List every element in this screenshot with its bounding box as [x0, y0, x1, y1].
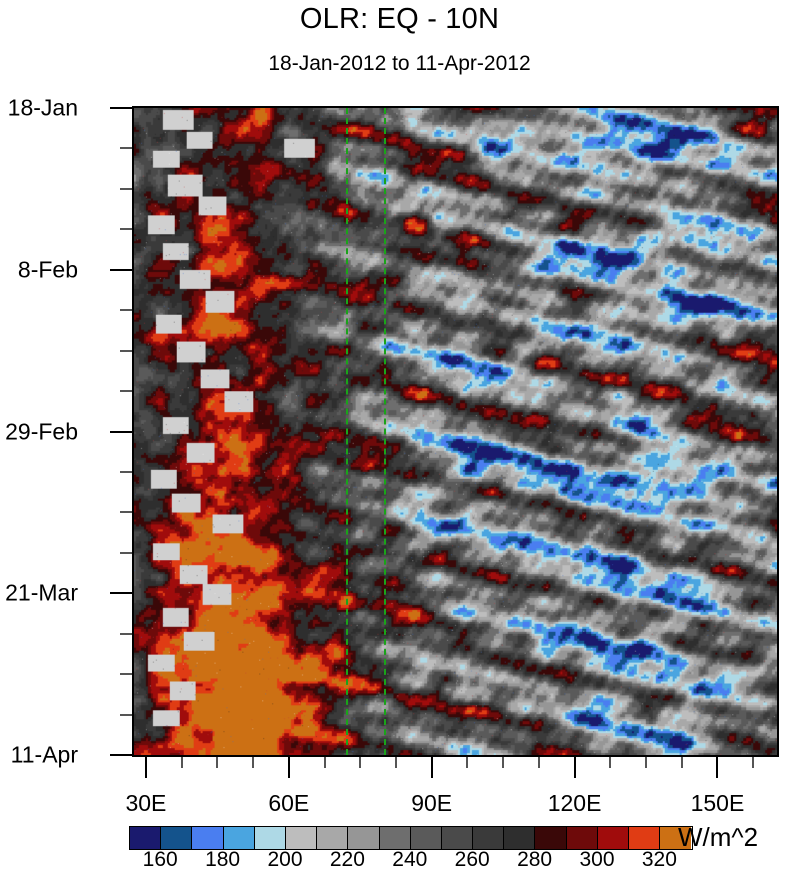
colorbar-swatch[interactable] — [566, 827, 598, 849]
y-axis-major-tick — [110, 268, 132, 271]
x-axis-minor-tick — [323, 757, 326, 768]
y-axis-tick-label: 29-Feb — [5, 418, 78, 444]
y-axis-tick-label: 11-Apr — [10, 741, 78, 768]
x-axis-tick-label: 150E — [690, 790, 745, 816]
date-range-subtitle: 18-Jan-2012 to 11-Apr-2012 — [268, 52, 531, 75]
colorbar-swatch[interactable] — [254, 827, 286, 849]
y-axis-major-tick — [110, 430, 132, 433]
y-axis-minor-tick — [120, 309, 132, 312]
x-axis-minor-tick — [216, 757, 219, 768]
y-axis-minor-tick — [120, 390, 132, 393]
x-axis-minor-tick — [502, 757, 505, 768]
colorbar[interactable]: 160 180 200 220 240 260 280 300 320 W/m^2 — [0, 822, 799, 871]
colorbar-tick-label: 220 — [329, 848, 365, 871]
olr-contour-field — [134, 108, 777, 755]
y-axis-minor-tick — [120, 228, 132, 231]
colorbar-tick-label: 160 — [142, 848, 178, 871]
colorbar-tick-label: 200 — [267, 848, 303, 871]
x-axis-major-tick — [430, 757, 433, 778]
page-title: OLR: EQ - 10N — [299, 3, 500, 35]
x-axis-tick-label: 90E — [411, 790, 453, 816]
colorbar-tick-label: 280 — [517, 848, 553, 871]
colorbar-tick-label: 320 — [641, 848, 677, 871]
y-axis-minor-tick — [120, 511, 132, 514]
y-axis-tick-label: 8-Feb — [17, 256, 78, 283]
x-axis-major-tick — [144, 757, 147, 778]
colorbar-swatch[interactable] — [597, 827, 629, 849]
colorbar-tick-label: 240 — [392, 848, 428, 871]
colorbar-swatch[interactable] — [535, 827, 567, 849]
colorbar-tick-label: 260 — [454, 848, 490, 871]
y-axis-minor-tick — [120, 349, 132, 352]
y-axis-minor-tick — [120, 187, 132, 190]
y-axis-minor-tick — [120, 713, 132, 716]
colorbar-swatch[interactable] — [379, 827, 411, 849]
colorbar-swatch[interactable] — [504, 827, 536, 849]
x-axis-minor-tick — [680, 757, 683, 768]
colorbar-swatch[interactable] — [192, 827, 224, 849]
green-dashed-line-west — [345, 108, 348, 755]
colorbar-tick-labels: 160 180 200 220 240 260 280 300 320 — [129, 848, 691, 871]
colorbar-swatch[interactable] — [473, 827, 505, 849]
y-axis-tick-label: 21-Mar — [5, 579, 78, 606]
x-axis-minor-tick — [466, 757, 469, 768]
x-axis-minor-tick — [359, 757, 362, 768]
y-axis-minor-tick — [120, 147, 132, 150]
y-axis: 18-Jan 8-Feb 29-Feb 21-Mar 11-Apr — [0, 0, 132, 869]
x-axis-minor-tick — [752, 757, 755, 768]
colorbar-swatches[interactable] — [129, 826, 693, 850]
colorbar-swatch[interactable] — [410, 827, 442, 849]
x-axis-minor-tick — [394, 757, 397, 768]
x-axis-major-tick — [573, 757, 576, 778]
x-axis-minor-tick — [252, 757, 255, 768]
x-axis-tick-label: 120E — [547, 790, 602, 816]
y-axis-minor-tick — [120, 551, 132, 554]
colorbar-swatch[interactable] — [348, 827, 380, 849]
colorbar-swatch[interactable] — [130, 827, 162, 849]
colorbar-swatch[interactable] — [223, 827, 255, 849]
y-axis-tick-label: 18-Jan — [7, 94, 78, 121]
colorbar-tick-label: 180 — [205, 848, 241, 871]
x-axis-minor-tick — [537, 757, 540, 768]
colorbar-tick-label: 300 — [579, 848, 615, 871]
x-axis-tick-label: 60E — [268, 790, 310, 816]
y-axis-minor-tick — [120, 632, 132, 635]
colorbar-unit-label: W/m^2 — [678, 822, 759, 852]
x-axis-minor-tick — [180, 757, 183, 768]
x-axis-major-tick — [287, 757, 290, 778]
colorbar-swatch[interactable] — [629, 827, 661, 849]
y-axis-minor-tick — [120, 673, 132, 676]
x-axis-minor-tick — [645, 757, 648, 768]
colorbar-swatch[interactable] — [441, 827, 474, 849]
x-axis-minor-tick — [609, 757, 612, 768]
colorbar-swatch[interactable] — [317, 827, 349, 849]
colorbar-swatch[interactable] — [285, 827, 318, 849]
x-axis-major-tick — [716, 757, 719, 778]
colorbar-swatch[interactable] — [660, 827, 692, 849]
x-axis: 30E 60E 90E 120E 150E — [0, 778, 799, 816]
y-axis-major-tick — [110, 754, 132, 756]
colorbar-swatch[interactable] — [161, 827, 193, 849]
y-axis-minor-tick — [120, 470, 132, 473]
green-dashed-line-east — [384, 108, 387, 755]
y-axis-major-tick — [110, 107, 132, 109]
x-axis-tick-label: 30E — [125, 790, 167, 816]
y-axis-major-tick — [110, 592, 132, 595]
hovmoller-plot[interactable] — [132, 106, 779, 757]
